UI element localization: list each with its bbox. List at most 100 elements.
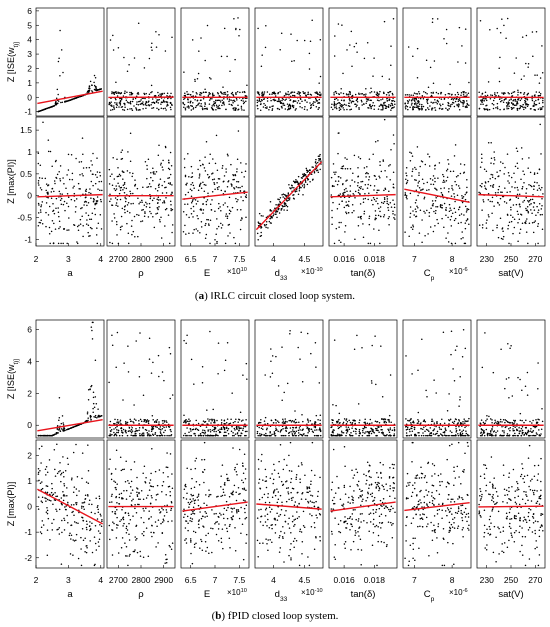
data-point	[60, 197, 63, 200]
data-point	[147, 216, 150, 218]
data-point	[208, 91, 210, 94]
data-point	[422, 98, 425, 100]
data-point	[411, 175, 413, 177]
data-point	[492, 434, 494, 437]
data-point	[523, 75, 525, 77]
data-point	[302, 428, 304, 430]
data-point	[444, 93, 447, 96]
data-point	[379, 210, 381, 213]
data-point	[439, 428, 441, 430]
data-point	[40, 219, 42, 221]
data-point	[292, 427, 295, 429]
data-point	[201, 431, 204, 434]
data-point	[58, 416, 61, 419]
data-point	[96, 176, 98, 178]
data-point	[126, 170, 129, 172]
data-point	[229, 210, 232, 213]
data-point	[78, 224, 80, 227]
data-point	[372, 75, 374, 77]
data-point	[132, 172, 134, 175]
data-point	[393, 433, 396, 435]
data-point	[527, 210, 529, 213]
data-point	[376, 99, 379, 101]
data-point	[169, 182, 172, 184]
data-point	[271, 105, 273, 108]
data-point	[504, 419, 507, 421]
data-point	[539, 214, 542, 216]
data-point	[67, 205, 70, 208]
data-point	[214, 434, 217, 437]
data-point	[211, 434, 214, 437]
data-point	[226, 91, 229, 93]
data-point	[237, 181, 240, 183]
data-point	[217, 107, 219, 110]
data-point	[238, 418, 240, 421]
data-point	[351, 211, 353, 214]
data-point	[258, 426, 260, 429]
data-point	[449, 207, 451, 209]
data-point	[209, 418, 211, 421]
data-point	[126, 210, 129, 213]
data-point	[426, 209, 428, 212]
data-point	[218, 186, 220, 188]
data-point	[96, 157, 98, 159]
data-point	[198, 434, 200, 437]
data-point	[331, 223, 333, 226]
data-point	[279, 100, 281, 102]
data-point	[170, 193, 172, 196]
data-point	[388, 420, 390, 422]
data-point	[355, 99, 358, 102]
data-point	[362, 198, 365, 200]
data-point	[202, 429, 204, 431]
data-point	[493, 151, 495, 153]
data-point	[132, 230, 135, 233]
data-point	[119, 99, 122, 102]
data-point	[295, 421, 298, 424]
data-point	[394, 214, 396, 216]
data-point	[289, 99, 291, 102]
data-point	[523, 108, 525, 111]
data-point	[333, 98, 336, 101]
data-point	[92, 407, 94, 410]
data-point	[264, 423, 266, 425]
data-point	[188, 232, 190, 235]
data-point	[219, 206, 221, 208]
data-point	[465, 211, 468, 213]
data-point	[209, 97, 212, 100]
data-point	[91, 164, 93, 166]
data-point	[139, 434, 141, 437]
data-point	[450, 94, 453, 96]
data-point	[531, 212, 533, 215]
data-point	[157, 108, 160, 111]
data-point	[542, 97, 544, 100]
data-point	[205, 203, 208, 206]
data-point	[240, 219, 242, 221]
data-point	[222, 204, 225, 206]
data-point	[148, 358, 151, 360]
data-point	[155, 31, 157, 33]
data-point	[185, 434, 187, 437]
data-point	[366, 171, 368, 174]
data-point	[458, 206, 461, 209]
data-point	[89, 226, 92, 229]
data-point	[392, 94, 394, 96]
data-point	[486, 418, 488, 420]
data-point	[216, 92, 219, 94]
data-point	[87, 201, 90, 204]
data-point	[271, 108, 274, 110]
data-point	[193, 383, 195, 385]
data-point	[217, 207, 220, 210]
data-point	[406, 426, 409, 429]
data-point	[393, 142, 395, 145]
data-point	[416, 47, 419, 50]
data-point	[239, 427, 241, 429]
data-point	[410, 422, 412, 424]
data-point	[453, 219, 456, 222]
data-point	[307, 432, 309, 434]
xtick-label: 2900	[154, 254, 173, 264]
data-point	[291, 184, 293, 187]
data-point	[501, 18, 503, 20]
data-point	[514, 434, 516, 437]
data-point	[383, 421, 385, 423]
data-point	[132, 420, 134, 423]
